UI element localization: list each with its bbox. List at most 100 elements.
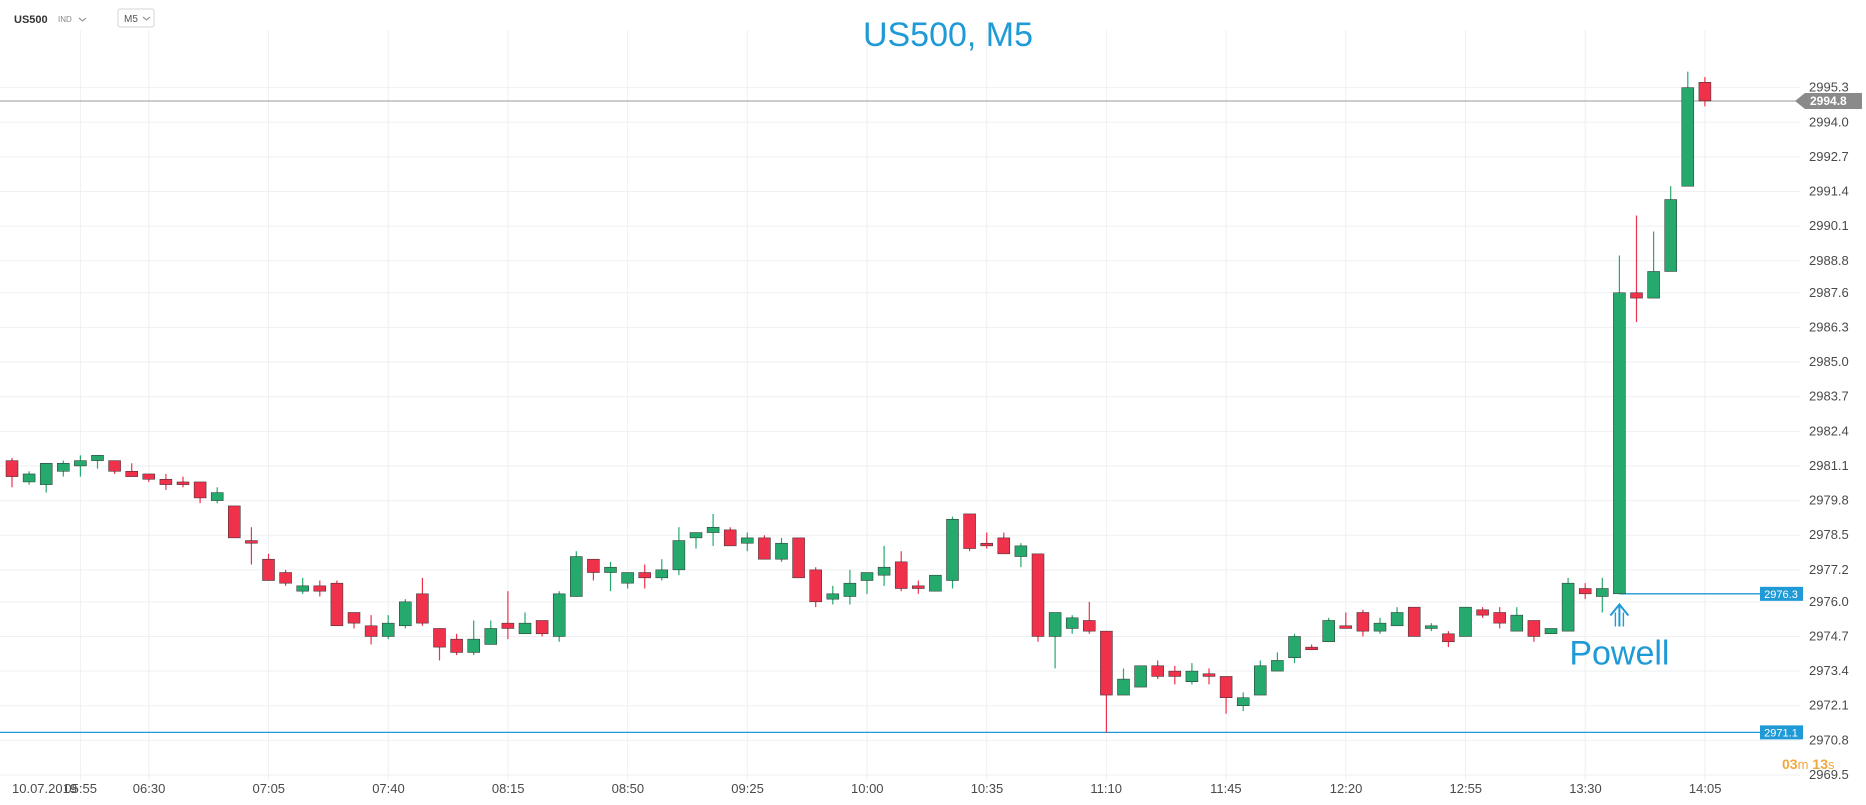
candle-body xyxy=(552,593,566,637)
y-tick-label: 2969.5 xyxy=(1809,767,1849,782)
candle-body xyxy=(1065,617,1079,629)
x-tick-label: 08:15 xyxy=(492,781,525,796)
candle-body xyxy=(108,460,121,472)
level-tag-label: 2971.1 xyxy=(1764,727,1798,739)
y-tick-label: 2976.0 xyxy=(1809,594,1849,609)
candle-body xyxy=(826,593,840,600)
x-tick-label: 10:35 xyxy=(971,781,1004,796)
candle-body xyxy=(416,593,429,624)
candle-body xyxy=(142,473,156,480)
x-tick-label: 10.07.2019 xyxy=(12,781,77,796)
candle-body xyxy=(912,585,925,589)
candle-body xyxy=(1219,676,1233,698)
x-tick-label: 12:55 xyxy=(1450,781,1483,796)
candle-body xyxy=(1698,82,1712,102)
candle-body xyxy=(1613,292,1626,595)
candle-body xyxy=(5,460,19,477)
y-tick-label: 2994.0 xyxy=(1809,114,1849,129)
candle-body xyxy=(741,537,754,544)
candle-body xyxy=(1185,670,1199,683)
candle-body xyxy=(1390,612,1404,627)
candle-body xyxy=(570,556,583,597)
candle-body xyxy=(74,460,87,467)
candle-body xyxy=(535,620,549,635)
x-tick-label: 10:00 xyxy=(851,781,884,796)
x-tick-label: 11:10 xyxy=(1090,781,1122,796)
candle-body xyxy=(1664,199,1677,272)
level-tag xyxy=(1760,586,1803,601)
candle-body xyxy=(399,601,412,627)
chevron-down-icon[interactable] xyxy=(142,16,151,21)
candle-body xyxy=(946,518,959,581)
x-tick-label: 07:40 xyxy=(372,781,405,796)
candle-body xyxy=(894,561,908,589)
candle-body xyxy=(1442,633,1455,643)
x-tick-label: 09:25 xyxy=(731,781,764,796)
candle-body xyxy=(1100,630,1113,696)
x-tick-label: 12:20 xyxy=(1330,781,1363,796)
candle-body xyxy=(1493,612,1506,624)
candle-body xyxy=(1271,660,1284,672)
candles xyxy=(5,71,1712,733)
candle-body xyxy=(877,566,891,576)
candle-body xyxy=(1407,606,1421,637)
y-tick-label: 2985.0 xyxy=(1809,354,1849,369)
candle-body xyxy=(604,566,617,573)
y-tick-label: 2992.7 xyxy=(1809,149,1849,164)
y-tick-label: 2986.3 xyxy=(1809,319,1849,334)
candle-body xyxy=(775,542,788,560)
candle-body xyxy=(1254,665,1267,696)
candle-body xyxy=(1014,545,1028,557)
y-tick-label: 2974.7 xyxy=(1809,628,1849,643)
x-tick-label: 08:50 xyxy=(612,781,645,796)
candle-body xyxy=(1288,636,1301,659)
y-tick-label: 2990.1 xyxy=(1809,218,1849,233)
candle-body xyxy=(1305,646,1318,651)
candle-body xyxy=(467,638,480,653)
y-tick-label: 2981.1 xyxy=(1809,458,1849,473)
candle-body xyxy=(228,505,241,539)
candle-body xyxy=(433,628,446,648)
candle-body xyxy=(296,585,309,592)
candle-body xyxy=(963,513,976,549)
countdown-seconds-unit: s xyxy=(1828,757,1835,772)
candle-body xyxy=(1425,625,1438,629)
candle-body xyxy=(39,463,53,485)
arrow-shaft xyxy=(1614,612,1625,627)
y-tick-label: 2991.4 xyxy=(1809,184,1849,199)
y-tick-label: 2973.4 xyxy=(1809,663,1849,678)
candle-body xyxy=(22,473,36,483)
candle-body xyxy=(723,529,737,547)
candle-body xyxy=(1510,614,1524,632)
candle-body xyxy=(1544,628,1558,635)
candle-body xyxy=(809,569,822,603)
candle-body xyxy=(1476,609,1489,616)
chevron-down-icon[interactable] xyxy=(78,17,87,22)
candle-body xyxy=(176,481,190,485)
candle-body xyxy=(621,572,634,584)
candle-body xyxy=(638,572,651,579)
countdown-seconds: 13 xyxy=(1812,756,1828,772)
timeframe-selector[interactable] xyxy=(117,8,155,28)
candle-body xyxy=(313,585,327,592)
symbol-label[interactable]: US500 xyxy=(14,14,48,26)
candle-body xyxy=(843,582,857,597)
candle-body xyxy=(1681,87,1695,187)
candle-body xyxy=(381,622,395,637)
candle-body xyxy=(91,455,104,461)
candle-body xyxy=(1459,606,1472,637)
candle-body xyxy=(1236,697,1250,706)
candle-body xyxy=(1647,271,1660,299)
y-tick-label: 2977.2 xyxy=(1809,562,1849,577)
candle-body xyxy=(1373,622,1387,632)
candle-body xyxy=(1151,665,1164,677)
candle-body xyxy=(484,628,498,645)
candle-body xyxy=(980,542,993,547)
x-tick-label: 13:30 xyxy=(1569,781,1602,796)
candle-body xyxy=(1117,678,1130,696)
countdown-text: 03m 13s xyxy=(1782,756,1835,772)
candle-body xyxy=(1134,665,1147,688)
bar-countdown: 03m 13s xyxy=(1782,756,1835,772)
